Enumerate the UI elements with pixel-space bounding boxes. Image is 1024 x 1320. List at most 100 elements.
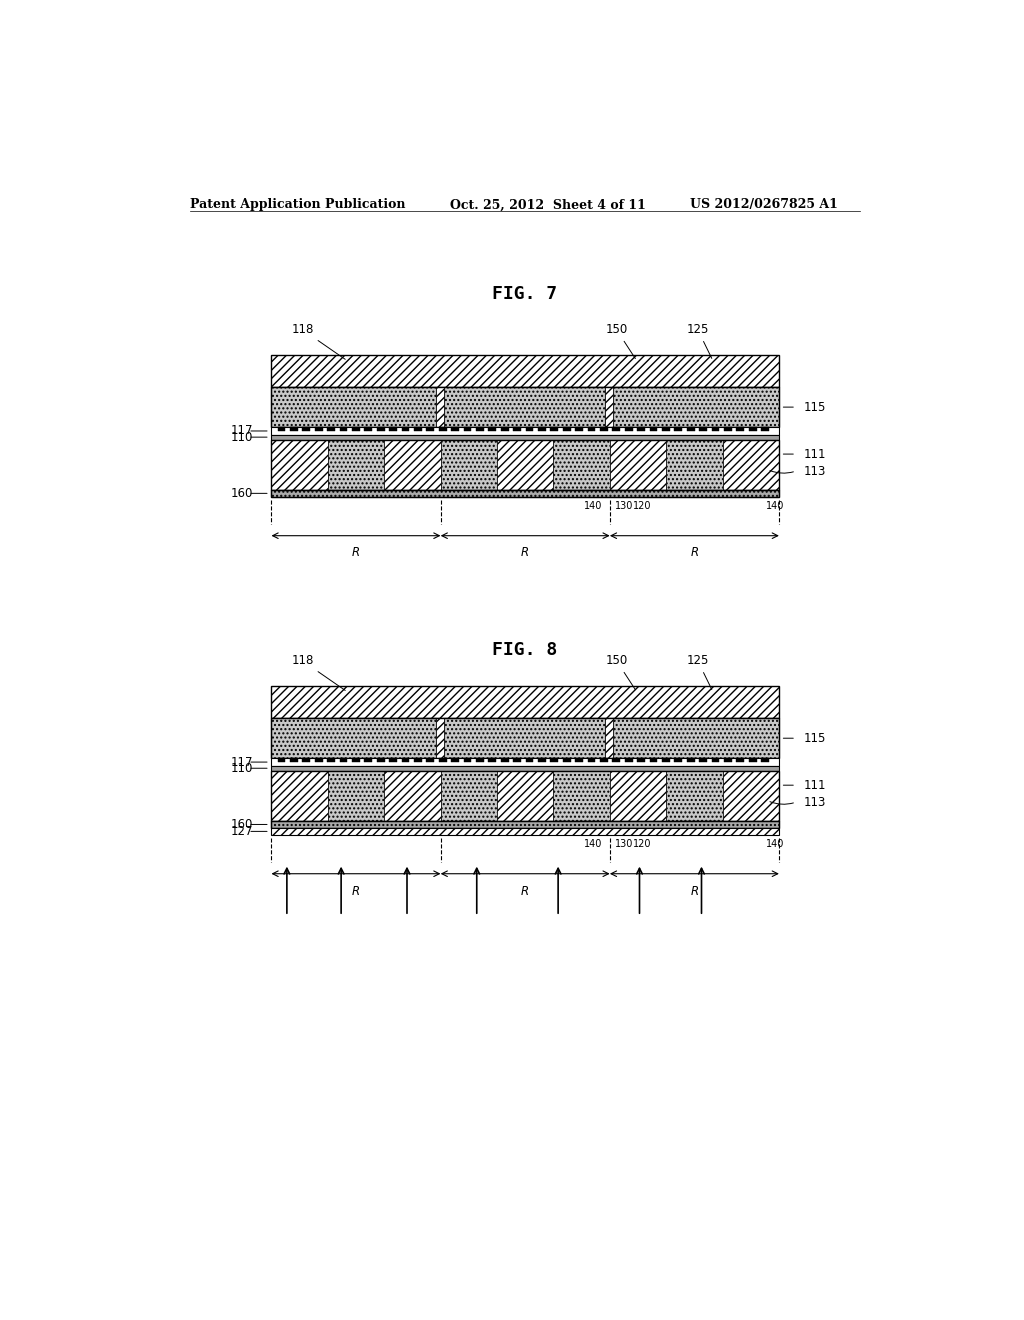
Bar <box>352 758 359 762</box>
Bar <box>749 428 757 430</box>
Bar <box>588 428 595 430</box>
Text: 120: 120 <box>633 502 651 511</box>
Bar <box>440 771 497 821</box>
Bar <box>497 771 553 821</box>
Bar <box>550 428 558 430</box>
Bar <box>271 821 779 829</box>
Bar <box>377 758 385 762</box>
Bar <box>667 771 723 821</box>
Bar <box>588 758 595 762</box>
Bar <box>452 758 459 762</box>
Bar <box>550 758 558 762</box>
Text: R: R <box>521 884 529 898</box>
Bar <box>271 387 436 428</box>
Bar <box>271 441 779 490</box>
Bar <box>723 441 779 490</box>
Bar <box>575 758 583 762</box>
Bar <box>302 428 310 430</box>
Bar <box>271 441 328 490</box>
Text: 160: 160 <box>231 818 254 832</box>
Bar <box>724 758 732 762</box>
Text: US 2012/0267825 A1: US 2012/0267825 A1 <box>690 198 838 211</box>
Text: R: R <box>690 546 698 560</box>
Bar <box>340 428 347 430</box>
Bar <box>271 758 779 766</box>
Bar <box>328 441 384 490</box>
Text: FIG. 7: FIG. 7 <box>493 285 557 304</box>
Bar <box>612 758 621 762</box>
Bar <box>271 490 779 498</box>
Bar <box>271 771 779 821</box>
Bar <box>271 490 779 498</box>
Bar <box>389 428 397 430</box>
Text: 140: 140 <box>584 502 602 511</box>
Bar <box>278 428 286 430</box>
Bar <box>365 758 372 762</box>
Text: 111: 111 <box>804 779 826 792</box>
Text: 113: 113 <box>804 465 826 478</box>
Bar <box>436 387 444 428</box>
Bar <box>464 428 471 430</box>
Bar <box>365 428 372 430</box>
Bar <box>328 771 384 821</box>
Text: 115: 115 <box>804 731 826 744</box>
Text: 118: 118 <box>291 655 345 690</box>
Text: 140: 140 <box>766 502 784 511</box>
Bar <box>612 428 621 430</box>
Bar <box>637 428 645 430</box>
Bar <box>609 441 667 490</box>
Text: R: R <box>352 884 360 898</box>
Bar <box>271 829 779 836</box>
Text: 140: 140 <box>584 840 602 850</box>
Bar <box>271 428 779 434</box>
Text: FIG. 8: FIG. 8 <box>493 642 557 659</box>
Text: 130: 130 <box>614 502 633 511</box>
Bar <box>271 718 779 758</box>
Bar <box>625 758 633 762</box>
Text: 118: 118 <box>291 323 345 359</box>
Text: Oct. 25, 2012  Sheet 4 of 11: Oct. 25, 2012 Sheet 4 of 11 <box>450 198 645 211</box>
Bar <box>290 428 298 430</box>
Bar <box>761 758 769 762</box>
Text: 111: 111 <box>804 447 826 461</box>
Bar <box>749 758 757 762</box>
Text: 160: 160 <box>231 487 254 500</box>
Bar <box>278 758 286 762</box>
Bar <box>667 441 723 490</box>
Bar <box>525 758 534 762</box>
Bar <box>605 718 613 758</box>
Bar <box>384 441 440 490</box>
Bar <box>625 428 633 430</box>
Bar <box>476 758 483 762</box>
Bar <box>452 428 459 430</box>
Bar <box>340 758 347 762</box>
Bar <box>605 387 613 428</box>
Bar <box>389 758 397 762</box>
Text: 117: 117 <box>231 425 254 437</box>
Bar <box>699 428 707 430</box>
Bar <box>712 428 719 430</box>
Bar <box>436 718 444 758</box>
Bar <box>699 758 707 762</box>
Bar <box>440 441 497 490</box>
Bar <box>675 428 682 430</box>
Bar <box>464 758 471 762</box>
Bar <box>609 771 667 821</box>
Text: R: R <box>352 546 360 560</box>
Bar <box>513 758 521 762</box>
Text: 115: 115 <box>804 400 826 413</box>
Bar <box>649 758 657 762</box>
Text: 125: 125 <box>687 323 712 359</box>
Bar <box>525 428 534 430</box>
Text: 110: 110 <box>231 762 254 775</box>
Bar <box>271 771 328 821</box>
Bar <box>687 758 694 762</box>
Text: R: R <box>521 546 529 560</box>
Bar <box>687 428 694 430</box>
Bar <box>476 428 483 430</box>
Bar <box>488 428 496 430</box>
Bar <box>600 758 607 762</box>
Text: Patent Application Publication: Patent Application Publication <box>190 198 406 211</box>
Bar <box>662 428 670 430</box>
Bar <box>613 387 779 428</box>
